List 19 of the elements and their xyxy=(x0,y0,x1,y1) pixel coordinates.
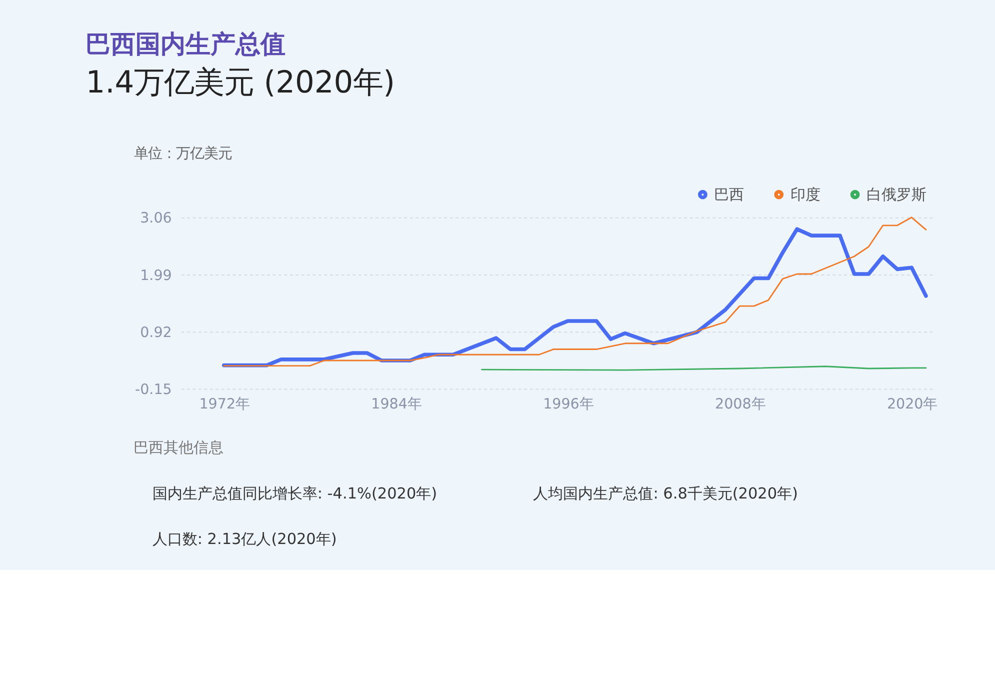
x-tick-label: 1996年 xyxy=(543,396,594,412)
y-tick-label: -0.15 xyxy=(134,382,172,398)
x-tick-label: 2008年 xyxy=(715,396,766,412)
text: 国内生产总值同比增长率: -4.1%(2020年) xyxy=(152,484,438,502)
text: 巴西其他信息 xyxy=(133,438,224,457)
chart-subtitle: 1.4万亿美元 (2020年) xyxy=(86,66,396,101)
y-tick-label: 0.92 xyxy=(140,324,172,341)
y-axis-title: 单位：万亿美元 xyxy=(134,146,232,162)
text: 人均国内生产总值: 6.8千美元(2020年) xyxy=(533,484,798,502)
x-tick-label: 2020年 xyxy=(886,396,938,412)
x-tick-label: 1984年 xyxy=(371,396,422,412)
y-tick-label: 3.06 xyxy=(140,210,172,227)
legend-label: 白俄罗斯 xyxy=(866,185,926,204)
legend-label: 巴西 xyxy=(714,185,744,204)
text: 人口数: 2.13亿人(2020年) xyxy=(152,530,337,548)
chart-title: 巴西国内生产总值 xyxy=(86,30,286,59)
x-tick-label: 1972年 xyxy=(199,396,250,412)
legend-label: 印度 xyxy=(790,185,820,204)
y-tick-label: 1.99 xyxy=(140,268,172,284)
